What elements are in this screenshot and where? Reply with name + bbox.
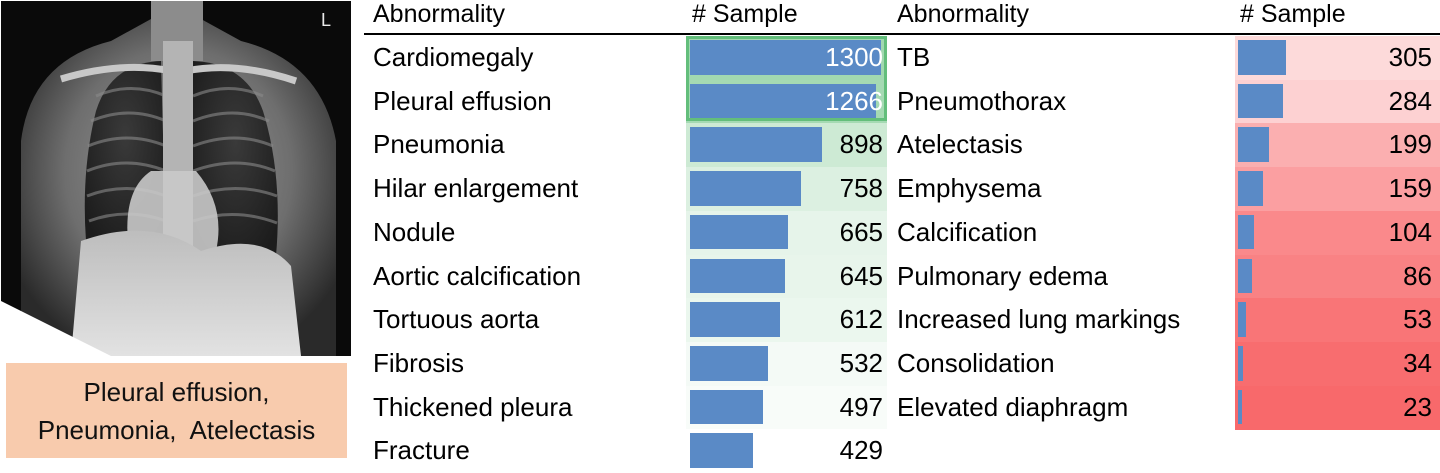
value-cell-bg [1235,298,1440,343]
value-cell-bg [1235,254,1440,299]
data-bar [1238,214,1254,250]
data-bar [1238,127,1269,163]
value-cell-bg [1235,385,1440,430]
sample-count: 497 [839,391,883,422]
sample-count: 429 [839,435,883,466]
abnormality-label: Pleural effusion [373,85,552,116]
sample-count: 34 [1403,347,1432,378]
data-bar [690,258,785,294]
image-caption: Pleural effusion, Pneumonia, Atelectasis [6,363,347,458]
data-bar [690,127,822,163]
data-bar [690,40,881,75]
table2-header-sample: # Sample [1240,0,1346,28]
data-bar [1238,171,1263,206]
data-bar [690,302,780,337]
abnormality-label: Pneumothorax [897,85,1067,116]
sample-count: 104 [1388,216,1432,247]
abnormality-label: Emphysema [897,173,1042,204]
abnormality-label: Fracture [373,435,470,466]
table1-header-abnormality: Abnormality [373,0,505,28]
data-bar [1238,345,1243,381]
abnormality-label: Tortuous aorta [373,304,540,335]
abnormality-label: Pulmonary edema [897,260,1108,291]
header-rule [364,33,1440,35]
sample-count: 665 [839,216,883,247]
abnormality-label: Cardiomegaly [373,42,534,72]
sample-count: 758 [839,173,883,204]
value-cell-bg [1235,167,1440,212]
data-bar [690,345,768,381]
sample-count: 159 [1388,173,1432,204]
abnormality-label: Increased lung markings [897,304,1181,335]
value-cell-bg [1235,210,1440,255]
data-bar [1238,258,1252,294]
table2-header-abnormality: Abnormality [897,0,1029,28]
abnormality-label: Hilar enlargement [373,173,579,204]
image-corner-mark: L [321,10,331,30]
sample-count: 305 [1388,42,1432,72]
sample-count: 612 [839,304,883,335]
abnormality-label: Consolidation [897,347,1055,378]
abnormality-label: Calcification [897,216,1038,247]
table1-header-sample: # Sample [692,0,798,28]
sample-count: 898 [839,129,883,160]
sample-count: 1300 [825,42,883,72]
abnormality-label: Thickened pleura [373,391,573,422]
data-bar [1238,302,1246,337]
data-bar [690,171,801,206]
sample-count: 86 [1403,260,1432,291]
sample-count: 23 [1403,391,1432,422]
abnormality-label: Atelectasis [897,129,1023,160]
sample-count: 53 [1403,304,1432,335]
caption-line-2: Pneumonia, Atelectasis [37,414,316,445]
abnormality-label: Fibrosis [373,347,465,378]
abnormality-label: Pneumonia [373,129,505,160]
data-bar [1238,83,1283,119]
data-bar [1238,389,1242,425]
sample-count: 532 [839,347,883,378]
data-bar [690,214,788,250]
data-bar [1238,40,1286,75]
sample-count: 199 [1388,129,1432,160]
chest-xray-image: L [1,1,351,356]
caption-line-1: Pleural effusion, [83,376,270,407]
value-cell-bg [1235,341,1440,386]
data-bar [690,83,876,119]
chest-xray-drawing: L [1,1,351,356]
abnormality-label: Nodule [373,216,456,247]
sample-count: 1266 [825,85,883,116]
data-bar [690,433,753,468]
value-cell-bg [1235,123,1440,168]
abnormality-label: Aortic calcification [373,260,582,291]
abnormality-label: Elevated diaphragm [897,391,1129,422]
sample-count: 645 [839,260,883,291]
data-bar [690,389,763,425]
sample-count: 284 [1388,85,1432,116]
abnormality-label: TB [897,42,931,72]
